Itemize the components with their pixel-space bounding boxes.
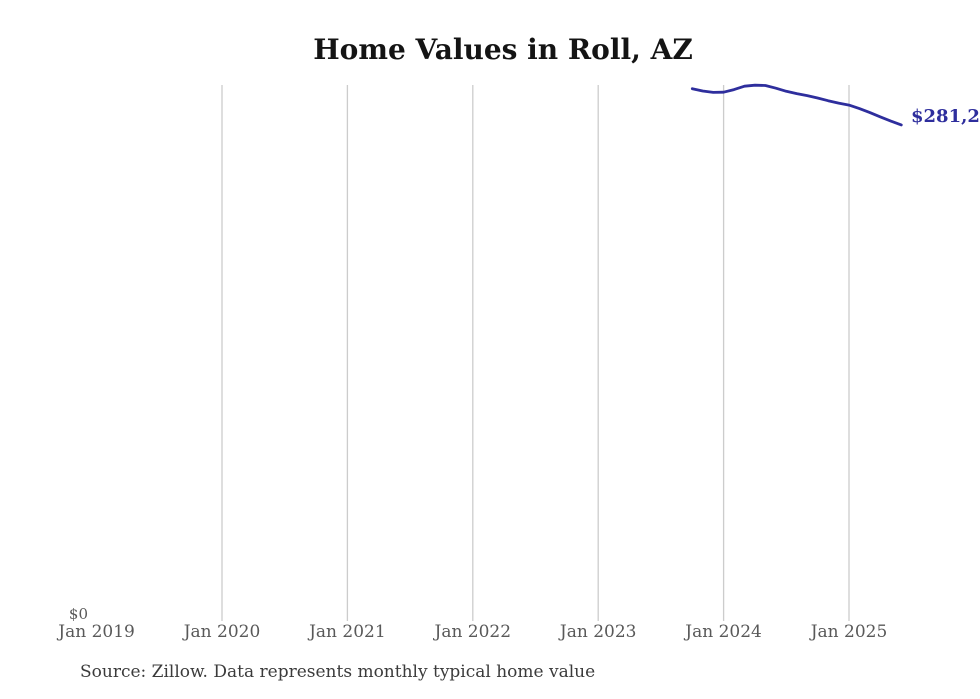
x-axis-tick-label: Jan 2021: [309, 622, 386, 642]
x-axis-tick-label: Jan 2024: [685, 622, 762, 642]
series-end-value-label: $281,21: [911, 106, 980, 127]
x-axis-tick-label: Jan 2025: [810, 622, 888, 642]
home-value-series-line: [690, 83, 903, 127]
chart-title: Home Values in Roll, AZ: [313, 33, 693, 66]
x-axis-tick-label: Jan 2020: [183, 622, 261, 642]
gridlines: [221, 85, 850, 621]
source-note: Source: Zillow. Data represents monthly …: [80, 662, 596, 682]
x-axis-tick-label: Jan 2019: [58, 622, 135, 642]
y-axis-zero-label: $0: [68, 605, 88, 623]
x-axis-tick-label: Jan 2022: [434, 622, 512, 642]
x-axis-tick-label: Jan 2023: [559, 622, 637, 642]
